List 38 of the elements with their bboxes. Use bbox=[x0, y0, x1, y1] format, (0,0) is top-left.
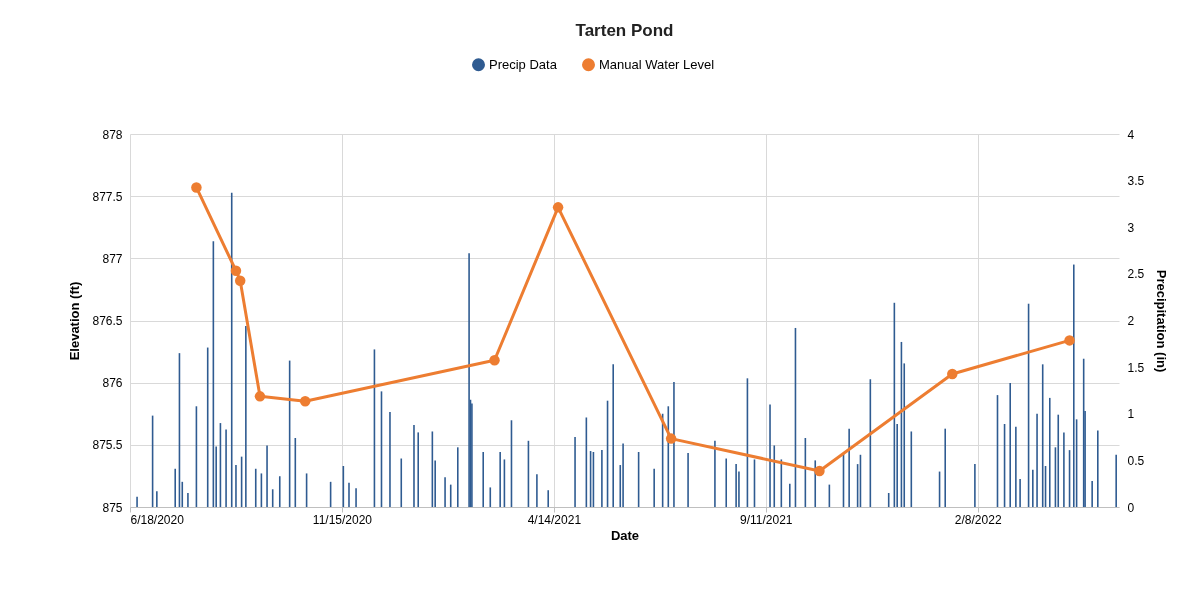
y2-tick-label: 3.5 bbox=[1127, 174, 1145, 189]
y2-tick-label: 0.5 bbox=[1127, 453, 1145, 468]
point bbox=[947, 368, 958, 380]
x-tick-label: 9/11/2021 bbox=[740, 512, 793, 527]
y2-axis-title: Precipitation (in) bbox=[1154, 269, 1170, 373]
point bbox=[299, 396, 311, 407]
x-tick-label: 6/18/2020 bbox=[130, 512, 185, 527]
y-tick-label: 875 bbox=[102, 500, 123, 515]
y-tick-label: 876 bbox=[102, 376, 123, 391]
point bbox=[234, 275, 246, 286]
point bbox=[489, 355, 500, 366]
x-tick-label: 2/8/2022 bbox=[954, 512, 1002, 527]
y2-tick-label: 2 bbox=[1127, 314, 1135, 328]
x-tick-label: 11/15/2020 bbox=[312, 512, 373, 527]
y2-tick-label: 1.5 bbox=[1127, 360, 1145, 375]
point bbox=[191, 182, 202, 193]
y-tick-label: 875.5 bbox=[92, 438, 123, 453]
y2-tick-label: 2.5 bbox=[1127, 267, 1145, 282]
y2-tick-label: 3 bbox=[1127, 220, 1135, 235]
y-tick-label: 877 bbox=[102, 251, 123, 266]
point bbox=[552, 202, 564, 213]
y-axis-title: Elevation (ft) bbox=[67, 281, 83, 361]
point bbox=[254, 391, 266, 402]
x-tick-label: 4/14/2021 bbox=[527, 512, 582, 527]
y-tick-label: 878 bbox=[102, 127, 123, 142]
legend-label: Manual Water Level bbox=[599, 56, 715, 72]
y2-tick-label: 0 bbox=[1127, 500, 1135, 515]
point bbox=[230, 265, 242, 276]
legend-label: Precip Data bbox=[489, 56, 558, 72]
y-tick-label: 876.5 bbox=[92, 314, 123, 328]
y-tick-label: 877.5 bbox=[92, 189, 123, 204]
point bbox=[814, 465, 825, 477]
chart-title: Tarten Pond bbox=[575, 21, 674, 40]
point bbox=[665, 433, 677, 444]
y2-tick-label: 4 bbox=[1127, 127, 1135, 142]
y2-tick-label: 1 bbox=[1127, 407, 1135, 422]
point bbox=[1064, 335, 1075, 346]
x-axis-title: Date bbox=[610, 527, 640, 543]
